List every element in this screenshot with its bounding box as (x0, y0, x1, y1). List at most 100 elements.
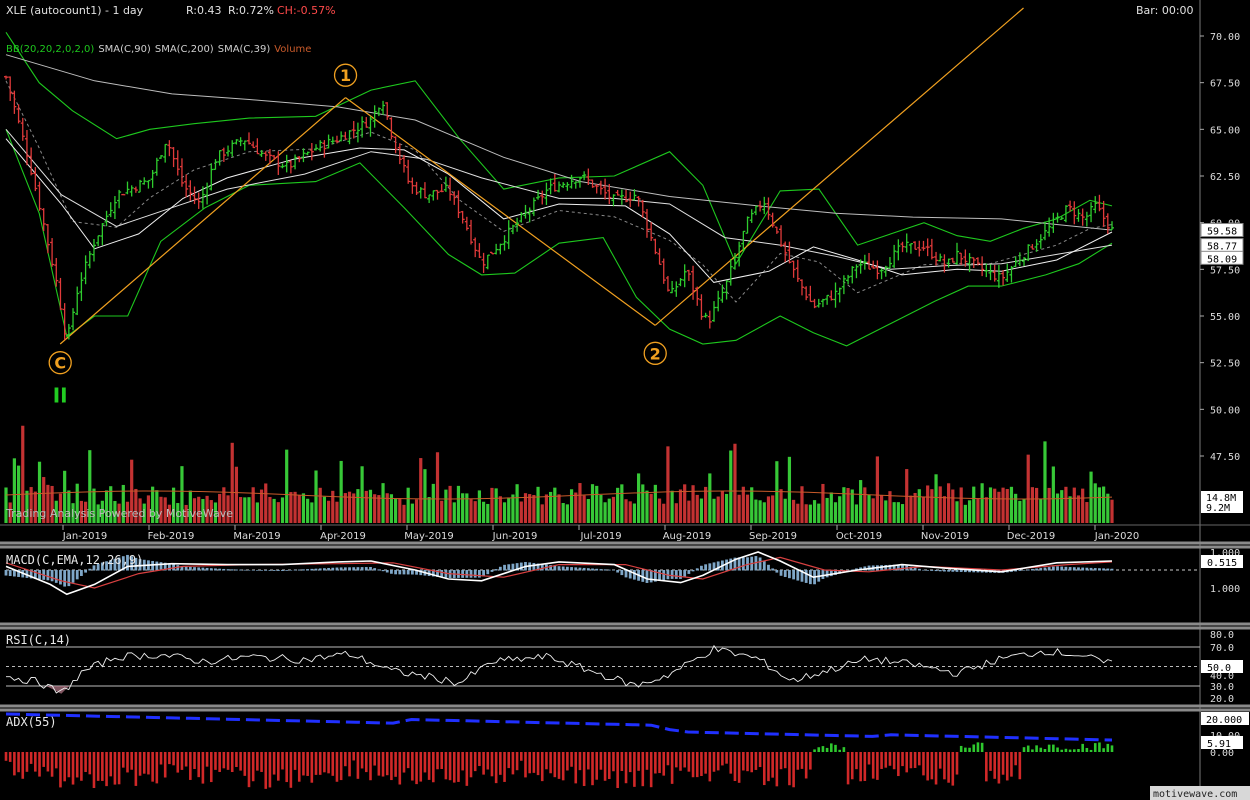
macd-histogram-bar (126, 554, 129, 571)
adx-histogram-bar (163, 752, 167, 778)
volume-bar (955, 501, 959, 523)
price-bar (213, 159, 218, 171)
price-bar (502, 235, 507, 251)
volume-bar (50, 485, 54, 523)
svg-text:50.0: 50.0 (1207, 663, 1231, 674)
price-bar (699, 294, 704, 320)
price-bar (598, 180, 603, 195)
adx-histogram-bar (993, 752, 996, 779)
macd-histogram-bar (1047, 567, 1051, 571)
svg-text:C: C (54, 354, 66, 373)
adx-histogram-bar (159, 752, 163, 765)
adx-histogram-bar (700, 752, 703, 776)
volume-bar (209, 500, 213, 523)
volume-bar (100, 500, 104, 523)
volume-bar (829, 492, 833, 523)
price-bar (590, 179, 595, 188)
adx-histogram-bar (172, 752, 175, 766)
price-bar (8, 76, 13, 102)
price-tick: 62.50 (1200, 172, 1240, 183)
macd-histogram-bar (658, 570, 661, 581)
price-bar (908, 243, 913, 254)
volume-bar (352, 493, 356, 523)
macd-histogram-bar (272, 570, 276, 571)
svg-text:Aug-2019: Aug-2019 (663, 531, 712, 542)
volume-bar (984, 497, 988, 523)
price-bar (975, 257, 980, 266)
macd-histogram-bar (431, 570, 435, 577)
price-bar (179, 158, 184, 187)
macd-histogram-bar (586, 568, 590, 571)
macd-histogram-bar (1026, 569, 1030, 571)
macd-histogram-bar (1106, 568, 1110, 571)
volume-bar (326, 500, 331, 523)
price-bar (892, 244, 897, 269)
price-bar (954, 242, 959, 265)
price-bar (716, 290, 721, 312)
volume-bar (201, 499, 205, 523)
price-panel[interactable]: C II 1 2 (4, 7, 1114, 523)
adx-histogram-bar (184, 752, 188, 767)
adx-histogram-bar (838, 749, 841, 752)
volume-average-line (5, 490, 1113, 500)
price-bar (334, 135, 339, 144)
trend-line[interactable] (345, 97, 656, 326)
adx-histogram-bar (528, 752, 531, 774)
volume-bar (574, 492, 578, 523)
date-tick: Jan-2020 (1094, 525, 1139, 542)
macd-histogram-bar (494, 569, 498, 571)
adx-histogram-bar (381, 752, 385, 777)
price-bar (959, 252, 964, 266)
volume-bar (21, 425, 25, 523)
volume-bar (536, 486, 540, 523)
volume-bar (33, 491, 37, 523)
svg-text:Nov-2019: Nov-2019 (921, 531, 969, 542)
date-tick: Dec-2019 (1007, 525, 1055, 542)
rsi-panel[interactable]: 80.070.040.050.030.020.050.0 (6, 630, 1243, 705)
macd-histogram-bar (733, 557, 737, 571)
price-bar (117, 189, 122, 209)
price-tick: 50.00 (1200, 405, 1240, 416)
volume-bar (163, 497, 167, 523)
volume-bar (515, 484, 519, 523)
volume-bar (683, 484, 687, 523)
adx-histogram-bar (884, 752, 888, 768)
price-bar (875, 260, 880, 280)
svg-text:47.50: 47.50 (1210, 452, 1240, 463)
adx-histogram-bar (356, 752, 360, 779)
price-bar (489, 251, 494, 255)
price-bar (686, 269, 691, 281)
volume-bar (850, 489, 854, 523)
adx-histogram-bar (532, 752, 536, 773)
volume-bar (942, 496, 947, 523)
date-tick: Nov-2019 (921, 525, 969, 542)
price-bar (4, 75, 8, 80)
price-bar (318, 140, 323, 152)
volume-bar (121, 484, 125, 523)
macd-histogram-bar (700, 565, 703, 571)
macd-histogram-bar (892, 564, 896, 571)
adx-histogram-bar (318, 752, 322, 775)
price-bar (238, 137, 243, 147)
price-bar (125, 181, 130, 195)
macd-histogram-bar (214, 568, 217, 571)
adx-histogram-bar (331, 752, 335, 776)
adx-histogram-bar (113, 752, 117, 785)
price-bar (867, 253, 872, 270)
adx-panel[interactable]: 20.00010.000.005.91 (4, 712, 1249, 789)
price-bar (355, 122, 360, 143)
price-bar (695, 286, 700, 306)
macd-histogram-bar (473, 570, 477, 578)
trend-line[interactable] (59, 97, 346, 345)
volume-bar (1030, 487, 1035, 523)
macd-histogram-bar (239, 569, 243, 571)
volume-bar (578, 483, 582, 523)
adx-histogram-bar (834, 744, 837, 752)
macd-histogram-bar (415, 570, 418, 575)
rsi-tick: 70.0 (1210, 643, 1234, 654)
trend-line[interactable] (654, 7, 1024, 326)
macd-histogram-bar (779, 570, 783, 576)
volume-tag: 14.8M (1201, 491, 1243, 504)
